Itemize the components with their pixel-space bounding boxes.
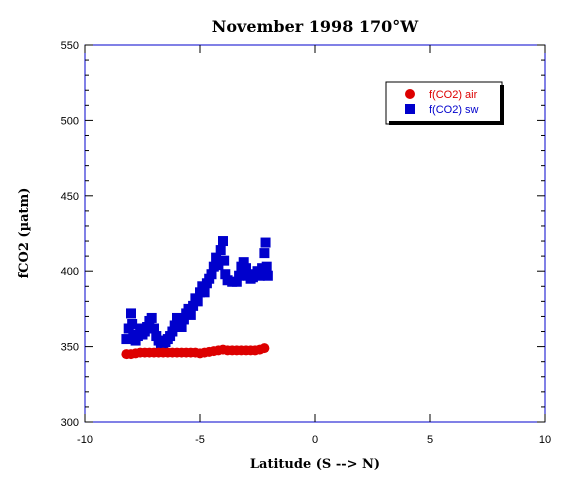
y-tick-label: 300: [61, 417, 79, 429]
data-point-sw: [241, 263, 251, 274]
x-tick-label: -10: [77, 434, 93, 446]
x-tick-label: 5: [427, 434, 433, 446]
data-point-sw: [178, 314, 189, 325]
data-point-sw: [167, 326, 178, 337]
y-axis-label: fCO2 (µatm): [17, 188, 32, 279]
series-fco2-sw: [121, 236, 273, 349]
x-axis-major-ticks: [84, 45, 546, 422]
data-point-sw: [176, 321, 187, 332]
data-point-sw: [192, 296, 203, 307]
y-tick-label: 550: [61, 40, 79, 52]
data-point-sw: [199, 287, 210, 298]
data-point-sw: [259, 248, 270, 259]
data-point-sw: [219, 255, 230, 266]
legend-marker-air: [405, 89, 415, 99]
data-point-sw: [206, 269, 217, 280]
data-point-sw: [254, 270, 265, 281]
data-point-sw: [146, 312, 157, 323]
x-tick-label: -5: [195, 434, 205, 446]
data-point-sw: [211, 252, 222, 263]
legend-label-sw: f(CO2) sw: [429, 104, 479, 116]
data-point-sw: [231, 276, 242, 287]
legend-shadow-bottom: [389, 121, 504, 125]
data-point-air: [259, 343, 270, 354]
y-axis-major-ticks: [85, 44, 545, 423]
y-tick-label: 400: [61, 266, 79, 278]
data-point-sw: [218, 236, 228, 247]
data-point-sw: [121, 334, 132, 345]
data-point-sw: [213, 260, 224, 271]
x-tick-label: 0: [312, 434, 318, 446]
legend-marker-sw: [405, 104, 415, 114]
y-tick-label: 450: [61, 191, 79, 203]
data-point-sw: [149, 323, 159, 334]
x-axis-tick-labels: -10 -5 0 5 10: [77, 434, 551, 446]
data-point-sw: [142, 321, 153, 332]
y-tick-label: 350: [61, 342, 79, 354]
data-point-sw: [238, 257, 249, 268]
data-point-sw: [220, 269, 231, 280]
data-point-sw: [127, 318, 138, 329]
legend-label-air: f(CO2) air: [429, 89, 478, 101]
y-tick-label: 500: [61, 115, 79, 127]
x-tick-label: 10: [539, 434, 551, 446]
data-point-sw: [262, 270, 273, 281]
legend-shadow-right: [500, 85, 504, 125]
x-axis-label: Latitude (S --> N): [250, 457, 380, 472]
y-axis-tick-labels: 300 350 400 450 500 550: [61, 40, 79, 429]
y-axis-minor-ticks: [85, 59, 545, 408]
legend-box: [385, 81, 503, 125]
data-point-sw: [126, 308, 136, 319]
data-point-sw: [261, 261, 272, 272]
legend: f(CO2) air f(CO2) sw: [385, 81, 504, 125]
data-point-sw: [260, 237, 271, 248]
chart-title: November 1998 170°W: [212, 17, 420, 36]
data-point-sw: [234, 270, 245, 281]
data-point-sw: [215, 245, 226, 256]
data-point-sw: [185, 309, 196, 320]
series-fco2-air: [121, 343, 270, 360]
